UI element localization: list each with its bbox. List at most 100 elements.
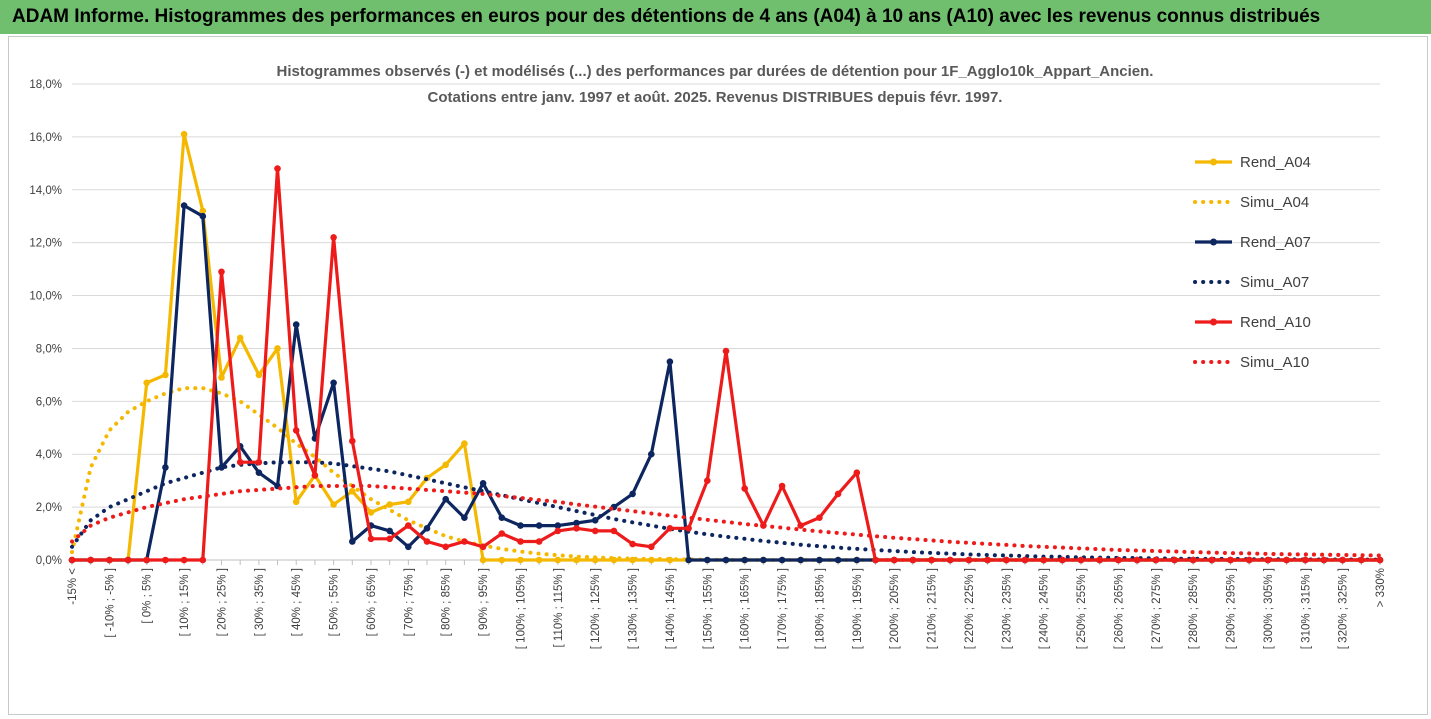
- x-tick-label: [ 200% ; 205% ]: [889, 568, 901, 649]
- y-axis: 0,0% 2,0% 4,0% 6,0% 8,0% 10,0% 12,0% 14,0% 16,0%…: [29, 79, 62, 567]
- data-point: [292, 498, 300, 506]
- data-point: [517, 522, 524, 529]
- report-title-banner: ADAM Informe. Histogrammes des performan…: [0, 0, 1431, 34]
- x-tick-label: [ 320% ; 325% ]: [1338, 568, 1350, 649]
- data-point: [442, 543, 450, 551]
- x-tick-label: [ 260% ; 265% ]: [1113, 568, 1125, 649]
- data-point: [722, 347, 730, 355]
- data-point: [890, 556, 898, 564]
- data-point: [143, 556, 150, 564]
- data-point: [648, 543, 655, 551]
- data-point: [162, 556, 169, 564]
- x-tick-label: [ 60% ; 65% ]: [366, 568, 378, 636]
- x-tick-label: [ 190% ; 195% ]: [852, 568, 864, 649]
- y-tick-label: 4,0%: [36, 449, 62, 461]
- data-point: [199, 556, 207, 564]
- chart-title-line2: Cotations entre janv. 1997 et août. 2025…: [428, 89, 1003, 106]
- x-tick-label: [ 310% ; 315% ]: [1300, 568, 1312, 649]
- data-point: [180, 130, 188, 138]
- data-point: [984, 556, 991, 564]
- data-point: [722, 556, 730, 564]
- data-point: [685, 525, 692, 532]
- series-Rend_A07: [68, 202, 1384, 564]
- data-point: [797, 556, 804, 564]
- data-point: [1096, 556, 1103, 564]
- data-point: [386, 535, 394, 543]
- data-point: [236, 334, 244, 342]
- chart-title-line1: Histogrammes observés (-) et modélisés (…: [277, 63, 1154, 80]
- x-tick-label: [ 130% ; 135% ]: [628, 568, 640, 649]
- data-point: [554, 556, 562, 564]
- y-tick-label: 18,0%: [29, 79, 62, 91]
- data-point: [442, 461, 450, 469]
- series-line: [70, 460, 1382, 562]
- legend: Rend_A04 Simu_A04 Rend_A07 Simu_A07 Rend_A10…: [1193, 154, 1311, 371]
- data-point: [405, 522, 412, 529]
- data-point: [87, 556, 94, 564]
- data-point: [1358, 556, 1365, 564]
- data-point: [648, 450, 655, 458]
- legend-item: Rend_A07: [1195, 234, 1311, 251]
- data-point: [180, 556, 188, 564]
- legend-label: Simu_A07: [1240, 274, 1309, 291]
- data-point: [591, 527, 599, 535]
- y-tick-label: 12,0%: [29, 238, 62, 250]
- data-point: [704, 556, 711, 564]
- x-tick-label: > 330%: [1375, 568, 1387, 607]
- x-tick-label: [ 170% ; 175% ]: [777, 568, 789, 649]
- data-point: [1171, 556, 1178, 564]
- data-point: [479, 543, 487, 551]
- data-point: [461, 440, 468, 447]
- data-point: [853, 469, 861, 477]
- data-point: [498, 556, 506, 564]
- x-tick-label: [ 30% ; 35% ]: [254, 568, 266, 636]
- x-tick-label: [ 180% ; 185% ]: [814, 568, 826, 649]
- y-tick-label: 0,0%: [36, 555, 62, 567]
- legend-item: Rend_A10: [1195, 314, 1311, 331]
- data-point: [1189, 556, 1197, 564]
- x-tick-label: [ 280% ; 285% ]: [1188, 568, 1200, 649]
- data-point: [180, 202, 188, 209]
- series-line: [70, 484, 1382, 558]
- data-point: [535, 522, 543, 529]
- x-tick-label: [ 40% ; 45% ]: [291, 568, 303, 636]
- x-tick-label: [ 100% ; 105% ]: [515, 568, 527, 649]
- series-line: [70, 386, 1382, 562]
- data-point: [853, 556, 861, 564]
- x-tick-label: [ 70% ; 75% ]: [403, 568, 415, 636]
- data-point: [816, 514, 823, 521]
- data-point: [760, 556, 767, 564]
- data-point: [1003, 556, 1010, 564]
- data-point: [405, 543, 412, 551]
- data-point: [946, 556, 954, 564]
- series-Rend_A10: [68, 165, 1384, 564]
- data-point: [1376, 556, 1384, 564]
- data-point: [1021, 556, 1029, 564]
- data-point: [274, 165, 281, 172]
- chart-frame: [8, 36, 1428, 715]
- data-point: [349, 437, 356, 445]
- data-point: [143, 379, 150, 387]
- data-point: [629, 490, 636, 498]
- data-point: [834, 556, 842, 564]
- data-point: [124, 556, 132, 564]
- data-point: [610, 527, 618, 535]
- x-tick-label: [ 270% ; 275% ]: [1151, 568, 1163, 649]
- x-tick-label: [ 80% ; 85% ]: [441, 568, 453, 636]
- data-point: [330, 501, 337, 508]
- data-point: [1077, 556, 1085, 564]
- x-tick-label: [ 20% ; 25% ]: [216, 568, 228, 636]
- data-point: [255, 371, 263, 379]
- data-point: [535, 556, 543, 564]
- data-point: [330, 234, 337, 241]
- data-point: [573, 519, 580, 527]
- series-line: [72, 132, 1380, 562]
- data-point: [218, 374, 225, 381]
- legend-item: Rend_A04: [1195, 154, 1311, 171]
- legend-marker: [1210, 238, 1217, 246]
- data-point: [928, 556, 935, 564]
- x-tick-label: [ 250% ; 255% ]: [1076, 568, 1088, 649]
- data-point: [816, 556, 823, 564]
- data-point: [1133, 556, 1141, 564]
- data-point: [1264, 556, 1272, 564]
